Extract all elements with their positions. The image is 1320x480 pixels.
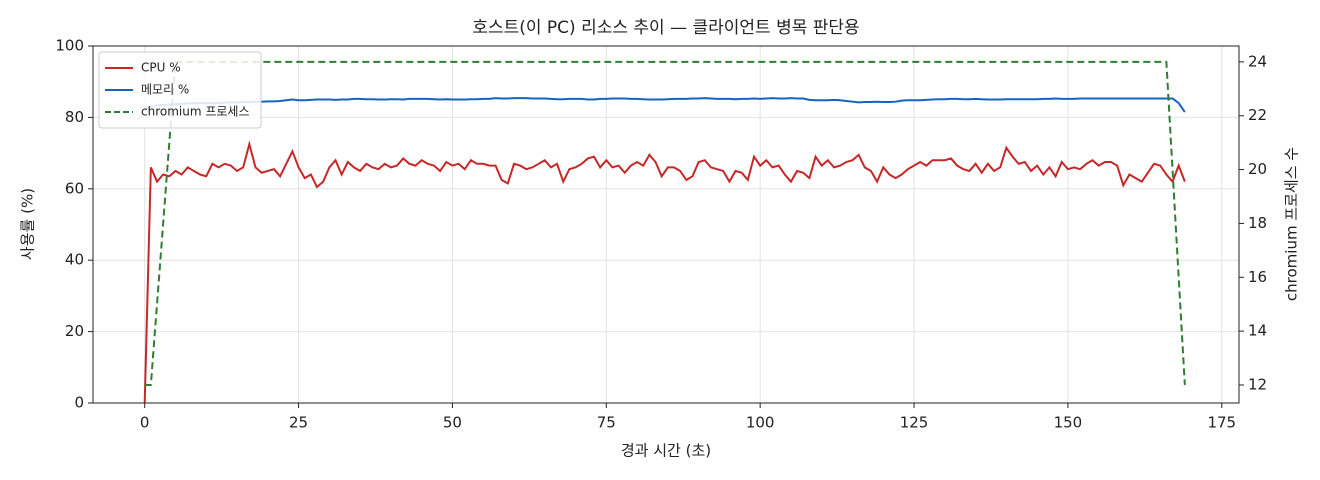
- legend: CPU % 메모리 % chromium 프로세스: [98, 51, 262, 129]
- x-tick-label: 75: [597, 414, 616, 432]
- legend-label: 메모리 %: [141, 83, 189, 97]
- x-tick-label: 125: [900, 414, 929, 432]
- legend-label: chromium 프로세스: [141, 105, 250, 119]
- y-tick-label: 100: [55, 37, 84, 55]
- y2-tick-label: 24: [1248, 52, 1267, 70]
- series-line: [144, 97, 1186, 113]
- x-tick-label: 175: [1207, 414, 1236, 432]
- x-tick-label: 150: [1054, 414, 1083, 432]
- y-tick-label: 60: [65, 179, 84, 197]
- x-tick-label: 25: [289, 414, 308, 432]
- x-tick-label: 50: [443, 414, 462, 432]
- y2-tick-label: 16: [1248, 268, 1267, 286]
- y-tick-label: 20: [65, 322, 84, 340]
- x-tick-label: 0: [140, 414, 150, 432]
- x-tick-label: 100: [746, 414, 775, 432]
- x-axis-label: 경과 시간 (초): [621, 442, 711, 460]
- y-axis-label: 사용률 (%): [19, 188, 37, 260]
- plot-frame: [92, 45, 1240, 404]
- legend-box: [98, 51, 262, 129]
- y-tick-label: 80: [65, 108, 84, 126]
- legend-label: CPU %: [141, 61, 181, 75]
- y2-tick-label: 20: [1248, 160, 1267, 178]
- y-tick-label: 40: [65, 251, 84, 269]
- y-tick-label: 0: [74, 394, 84, 412]
- series-line: [143, 140, 1186, 404]
- y2-tick-label: 22: [1248, 106, 1267, 124]
- chart-title: 호스트(이 PC) 리소스 추이 — 클라이언트 병목 판단용: [472, 18, 859, 38]
- y2-axis-label: chromium 프로세스 수: [1283, 147, 1301, 301]
- y2-tick-label: 18: [1248, 214, 1267, 232]
- y2-tick-label: 14: [1248, 322, 1267, 340]
- y2-tick-label: 12: [1248, 375, 1267, 393]
- series-line: [144, 60, 1186, 386]
